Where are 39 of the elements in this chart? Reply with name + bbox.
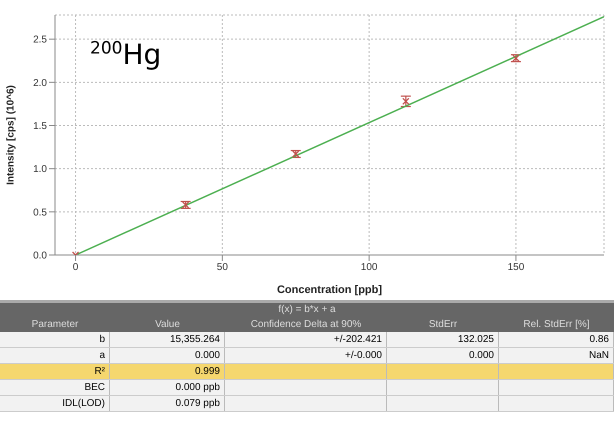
x-tick-label: 0 (72, 262, 79, 274)
annotation: $^{200}$Hg (90, 38, 162, 71)
text: a (0, 348, 110, 363)
point (512, 54, 520, 62)
point (182, 201, 190, 209)
text: 0.999 (110, 364, 225, 379)
x-tick-label: 100 (360, 262, 378, 274)
y-axis-title: Intensity [cps] (10^6) (6, 85, 17, 185)
point (402, 98, 410, 105)
text: 15,355.264 (110, 332, 225, 347)
text: Value (154, 318, 181, 332)
text: 0.86 (499, 332, 614, 347)
y-tick-label: 2.0 (33, 78, 48, 89)
text: BEC (0, 380, 110, 395)
text: Parameter (30, 318, 80, 332)
text: 0.000 (110, 348, 225, 363)
x-tick-label: 50 (216, 262, 228, 274)
text: f(x) = b*x + a (0, 303, 614, 317)
text: 0.079 ppb (110, 396, 225, 411)
point (292, 150, 300, 158)
text: Confidence Delta at 90% (250, 318, 362, 332)
y-tick-label: 0.0 (33, 250, 48, 262)
y-tick-label: 1.5 (33, 121, 48, 132)
text: +/-202.421 (225, 332, 387, 347)
x-axis-title: Concentration [ppb] (276, 284, 382, 296)
y-tick-label: 0.5 (33, 207, 48, 218)
y-tick-label: 1.0 (33, 164, 48, 176)
x-tick-label: 150 (508, 262, 525, 274)
text: 132.025 (387, 332, 499, 347)
text: StdErr (428, 318, 458, 332)
y-tick-label: 2.5 (33, 34, 48, 46)
text: 0.000 ppb (110, 380, 225, 395)
text: 0.000 (387, 348, 499, 363)
text: Rel. StdErr [%] (522, 318, 591, 332)
text: +/-0.000 (225, 348, 387, 363)
text: IDL(LOD) (0, 396, 110, 411)
text: NaN (499, 348, 614, 363)
text: b (0, 332, 110, 347)
text: R² (0, 364, 110, 379)
